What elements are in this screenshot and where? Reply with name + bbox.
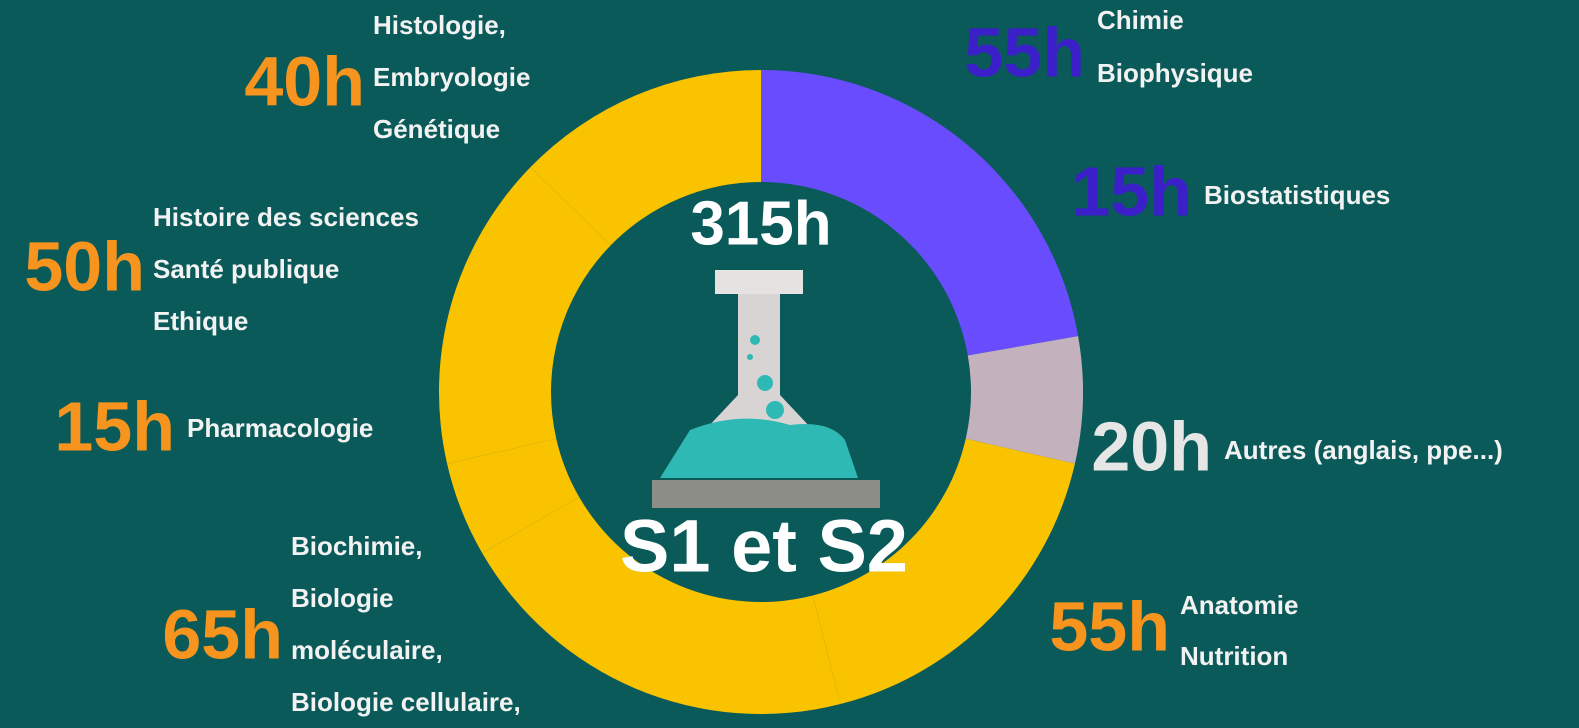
category-label: Biologie (291, 583, 394, 613)
category-label: Histologie, (373, 10, 506, 40)
donut-segment (965, 336, 1083, 464)
value-label: 40h (244, 42, 365, 120)
category-label: moléculaire, (291, 635, 443, 665)
donut-segment (447, 438, 580, 553)
category-label: Biophysique (1097, 58, 1253, 88)
value-label: 65h (162, 595, 283, 673)
category-label: Autres (anglais, ppe...) (1224, 435, 1503, 465)
category-label: Santé publique (153, 254, 339, 284)
value-label: 15h (1071, 152, 1192, 230)
category-label: Biologie cellulaire, (291, 687, 521, 717)
flask-icon (652, 270, 880, 508)
category-label: Nutrition (1180, 641, 1288, 671)
center-sublabel: S1 et S2 (620, 505, 908, 588)
category-label: Biochimie, (291, 531, 422, 561)
category-label: Chimie (1097, 5, 1184, 35)
donut-segment (761, 70, 1048, 297)
category-label: Ethique (153, 306, 248, 336)
donut-segment (439, 167, 611, 464)
category-label: Anatomie (1180, 590, 1298, 620)
center-label: 315h (690, 189, 831, 258)
donut (439, 69, 1083, 714)
donut-segment (812, 438, 1075, 705)
value-label: 55h (1049, 587, 1170, 665)
value-label: 50h (24, 227, 145, 305)
category-label: Histoire des sciences (153, 202, 419, 232)
donut-segment (482, 497, 841, 714)
value-label: 15h (54, 387, 175, 465)
category-label: Biostatistiques (1204, 180, 1390, 210)
donut-segment (530, 69, 761, 246)
category-label: Pharmacologie (187, 413, 373, 443)
category-label: Embryologie (373, 62, 530, 92)
value-label: 55h (964, 13, 1085, 91)
donut-segment (947, 245, 1079, 356)
value-label: 20h (1091, 407, 1212, 485)
category-label: Génétique (373, 114, 500, 144)
